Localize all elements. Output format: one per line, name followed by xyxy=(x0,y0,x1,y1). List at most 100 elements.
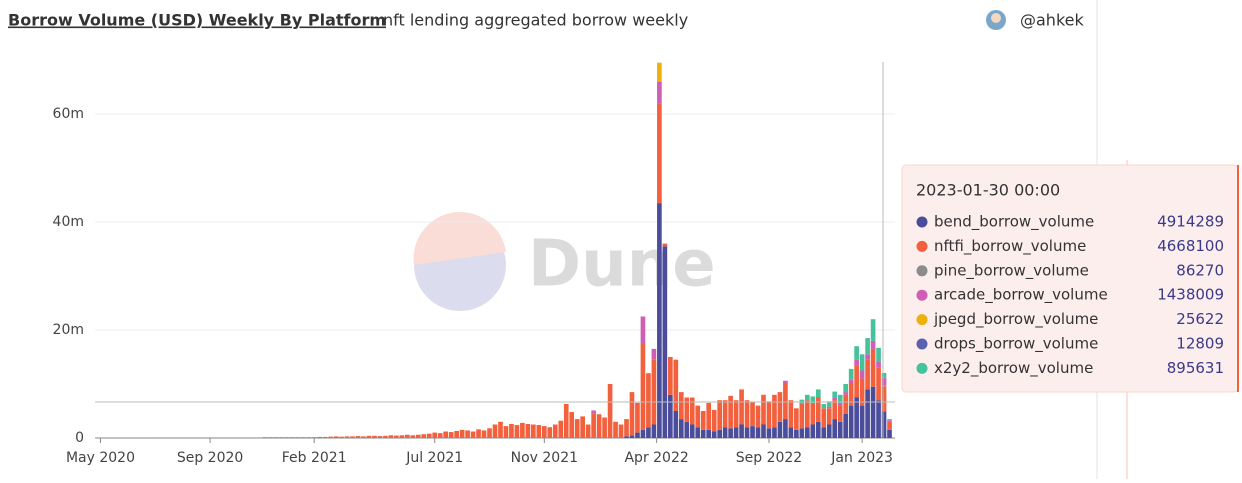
bar-segment xyxy=(887,420,892,422)
bar-segment xyxy=(553,425,558,439)
bar-segment xyxy=(860,371,865,379)
tooltip-series-name: bend_borrow_volume xyxy=(934,213,1094,232)
bar-segment xyxy=(449,432,454,438)
bar-segment xyxy=(531,425,536,439)
bar-segment xyxy=(356,436,361,438)
bar-segment xyxy=(219,437,224,438)
bar-segment xyxy=(498,422,503,438)
bar-segment xyxy=(367,436,372,438)
bar-segment xyxy=(663,246,668,438)
bar-segment xyxy=(679,392,684,419)
y-tick-label: 40m xyxy=(53,214,84,230)
bar-segment xyxy=(871,387,876,438)
tooltip-marker xyxy=(917,217,928,228)
tooltip-series-name: jpegd_borrow_volume xyxy=(933,310,1098,329)
bar-segment xyxy=(657,103,662,203)
bar-segment xyxy=(871,341,876,349)
bar-segment xyxy=(509,424,514,438)
tooltip-value: 895631 xyxy=(1167,359,1224,377)
bar-segment xyxy=(416,435,421,438)
bar-segment xyxy=(810,403,815,425)
author[interactable]: @ahkek xyxy=(1020,11,1084,30)
bar-segment xyxy=(273,437,278,438)
bar-segment xyxy=(175,437,180,438)
bar-segment xyxy=(558,421,563,438)
tooltip-marker xyxy=(917,241,928,252)
bar-segment xyxy=(624,436,629,438)
x-tick-label: Jul 2021 xyxy=(405,450,463,466)
bar-segment xyxy=(641,430,646,438)
bar-segment xyxy=(854,346,859,360)
bar-segment xyxy=(235,437,240,438)
bar-segment xyxy=(816,389,821,397)
bar-segment xyxy=(739,389,744,424)
bar-segment xyxy=(723,427,728,438)
bar-segment xyxy=(493,425,498,439)
bar-segment xyxy=(882,411,887,438)
bar-segment xyxy=(630,435,635,438)
bar-segment xyxy=(684,398,689,422)
bar-segment xyxy=(876,368,881,400)
chart-subtitle: nft lending aggregated borrow weekly xyxy=(383,11,688,30)
bar-segment xyxy=(717,400,722,430)
bar-segment xyxy=(706,403,711,430)
bar-segment xyxy=(706,430,711,438)
bar-segment xyxy=(208,437,213,438)
bar-segment xyxy=(668,357,673,395)
bar-segment xyxy=(800,428,805,438)
y-tick-label: 0 xyxy=(75,430,84,446)
bar-segment xyxy=(810,425,815,439)
bar-segment xyxy=(657,63,662,82)
bar-segment xyxy=(750,426,755,438)
bar-segment xyxy=(186,437,191,438)
bar-segment xyxy=(602,417,607,438)
bar-segment xyxy=(454,431,459,438)
bar-segment xyxy=(832,392,837,398)
bar-segment xyxy=(646,427,651,438)
bar-segment xyxy=(816,398,821,422)
bar-segment xyxy=(641,317,646,344)
bar-segment xyxy=(197,437,202,438)
bar-segment xyxy=(471,432,476,438)
bar-segment xyxy=(887,419,892,420)
bar-segment xyxy=(871,319,876,341)
bar-segment xyxy=(635,403,640,433)
bar-segment xyxy=(805,395,810,400)
bar-segment xyxy=(575,419,580,438)
bar-segment xyxy=(268,437,273,438)
bar-segment xyxy=(213,437,218,438)
bar-segment xyxy=(887,422,892,430)
bar-segment xyxy=(843,392,848,395)
bar-segment xyxy=(756,427,761,438)
bar-segment xyxy=(591,413,596,438)
x-tick-label: Sep 2020 xyxy=(177,450,243,466)
bar-segment xyxy=(526,424,531,438)
bar-segment xyxy=(712,410,717,432)
tooltip-value: 4914289 xyxy=(1157,213,1224,231)
bar-segment xyxy=(569,412,574,438)
bar-segment xyxy=(712,432,717,438)
bar-segment xyxy=(257,437,262,438)
bar-segment xyxy=(767,428,772,438)
bar-segment xyxy=(345,436,350,438)
bar-segment xyxy=(410,435,415,438)
bar-segment xyxy=(865,338,870,354)
bar-segment xyxy=(821,408,826,427)
bar-segment xyxy=(849,406,854,438)
bar-segment xyxy=(624,419,629,436)
bar-segment xyxy=(854,398,859,439)
tooltip-value: 12809 xyxy=(1176,335,1224,353)
bar-segment xyxy=(515,425,520,438)
bar-segment xyxy=(794,430,799,438)
bar-segment xyxy=(224,437,229,438)
tooltip-marker xyxy=(917,314,928,325)
bar-segment xyxy=(756,406,761,428)
chart-title[interactable]: Borrow Volume (USD) Weekly By Platform xyxy=(8,11,386,30)
bar-segment xyxy=(295,437,300,438)
bar-segment xyxy=(153,437,158,438)
bar-segment xyxy=(854,365,859,397)
bar-segment xyxy=(816,422,821,438)
bar-segment xyxy=(679,419,684,438)
bar-segment xyxy=(290,437,295,438)
